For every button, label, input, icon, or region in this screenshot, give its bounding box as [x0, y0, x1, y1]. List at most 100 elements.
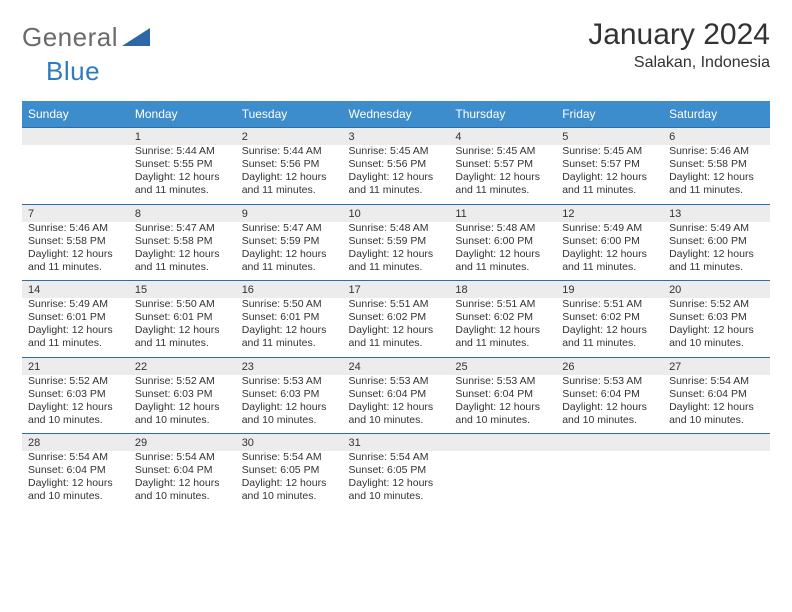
day-detail: Sunrise: 5:52 AMSunset: 6:03 PMDaylight:…	[22, 375, 129, 434]
weekday-header: Sunday	[22, 101, 129, 128]
sunrise-text: Sunrise: 5:44 AM	[242, 145, 337, 158]
sunrise-text: Sunrise: 5:44 AM	[135, 145, 230, 158]
day-detail: Sunrise: 5:52 AMSunset: 6:03 PMDaylight:…	[663, 298, 770, 357]
sunrise-text: Sunrise: 5:50 AM	[135, 298, 230, 311]
daylight-text: Daylight: 12 hours and 11 minutes.	[135, 171, 230, 197]
sunset-text: Sunset: 6:00 PM	[562, 235, 657, 248]
day-number: 29	[129, 434, 236, 452]
calendar-body: 123456Sunrise: 5:44 AMSunset: 5:55 PMDay…	[22, 128, 770, 510]
sunset-text: Sunset: 6:01 PM	[242, 311, 337, 324]
daylight-text: Daylight: 12 hours and 11 minutes.	[349, 324, 444, 350]
daylight-text: Daylight: 12 hours and 11 minutes.	[242, 248, 337, 274]
day-number-row: 78910111213	[22, 204, 770, 222]
day-detail: Sunrise: 5:53 AMSunset: 6:04 PMDaylight:…	[343, 375, 450, 434]
daylight-text: Daylight: 12 hours and 10 minutes.	[349, 401, 444, 427]
day-number: 2	[236, 128, 343, 146]
day-detail: Sunrise: 5:54 AMSunset: 6:05 PMDaylight:…	[343, 451, 450, 510]
logo-text-blue: Blue	[46, 56, 100, 86]
sunset-text: Sunset: 6:02 PM	[562, 311, 657, 324]
sunset-text: Sunset: 5:58 PM	[669, 158, 764, 171]
daylight-text: Daylight: 12 hours and 10 minutes.	[135, 401, 230, 427]
day-number: 22	[129, 357, 236, 375]
daylight-text: Daylight: 12 hours and 11 minutes.	[562, 324, 657, 350]
day-number: 30	[236, 434, 343, 452]
day-detail-row: Sunrise: 5:54 AMSunset: 6:04 PMDaylight:…	[22, 451, 770, 510]
day-number: 21	[22, 357, 129, 375]
day-detail: Sunrise: 5:48 AMSunset: 5:59 PMDaylight:…	[343, 222, 450, 281]
daylight-text: Daylight: 12 hours and 11 minutes.	[242, 324, 337, 350]
daylight-text: Daylight: 12 hours and 11 minutes.	[28, 324, 123, 350]
sunrise-text: Sunrise: 5:46 AM	[669, 145, 764, 158]
sunset-text: Sunset: 5:58 PM	[135, 235, 230, 248]
day-number: 14	[22, 281, 129, 299]
logo-triangle-icon	[122, 24, 150, 51]
day-detail: Sunrise: 5:53 AMSunset: 6:04 PMDaylight:…	[556, 375, 663, 434]
day-detail: Sunrise: 5:54 AMSunset: 6:04 PMDaylight:…	[129, 451, 236, 510]
day-detail	[663, 451, 770, 510]
calendar-page: General January 2024 Salakan, Indonesia …	[0, 0, 792, 528]
logo-text-general: General	[22, 22, 118, 53]
weekday-header: Monday	[129, 101, 236, 128]
day-number: 3	[343, 128, 450, 146]
day-number-row: 28293031	[22, 434, 770, 452]
day-detail: Sunrise: 5:50 AMSunset: 6:01 PMDaylight:…	[129, 298, 236, 357]
sunset-text: Sunset: 6:01 PM	[135, 311, 230, 324]
daylight-text: Daylight: 12 hours and 11 minutes.	[669, 248, 764, 274]
day-number: 28	[22, 434, 129, 452]
sunrise-text: Sunrise: 5:53 AM	[455, 375, 550, 388]
sunset-text: Sunset: 6:02 PM	[349, 311, 444, 324]
sunset-text: Sunset: 5:57 PM	[562, 158, 657, 171]
sunrise-text: Sunrise: 5:54 AM	[28, 451, 123, 464]
day-number: 12	[556, 204, 663, 222]
daylight-text: Daylight: 12 hours and 10 minutes.	[135, 477, 230, 503]
sunrise-text: Sunrise: 5:45 AM	[562, 145, 657, 158]
daylight-text: Daylight: 12 hours and 11 minutes.	[349, 171, 444, 197]
sunrise-text: Sunrise: 5:52 AM	[135, 375, 230, 388]
sunset-text: Sunset: 6:04 PM	[455, 388, 550, 401]
sunrise-text: Sunrise: 5:51 AM	[349, 298, 444, 311]
sunrise-text: Sunrise: 5:46 AM	[28, 222, 123, 235]
daylight-text: Daylight: 12 hours and 11 minutes.	[562, 248, 657, 274]
sunrise-text: Sunrise: 5:54 AM	[669, 375, 764, 388]
day-number: 17	[343, 281, 450, 299]
daylight-text: Daylight: 12 hours and 11 minutes.	[28, 248, 123, 274]
sunrise-text: Sunrise: 5:53 AM	[242, 375, 337, 388]
weekday-header: Wednesday	[343, 101, 450, 128]
day-number: 1	[129, 128, 236, 146]
day-number: 5	[556, 128, 663, 146]
sunrise-text: Sunrise: 5:45 AM	[455, 145, 550, 158]
day-number: 25	[449, 357, 556, 375]
daylight-text: Daylight: 12 hours and 11 minutes.	[455, 171, 550, 197]
day-detail: Sunrise: 5:51 AMSunset: 6:02 PMDaylight:…	[449, 298, 556, 357]
sunrise-text: Sunrise: 5:45 AM	[349, 145, 444, 158]
location-subtitle: Salakan, Indonesia	[588, 54, 770, 72]
sunset-text: Sunset: 6:03 PM	[28, 388, 123, 401]
daylight-text: Daylight: 12 hours and 11 minutes.	[455, 324, 550, 350]
sunset-text: Sunset: 5:57 PM	[455, 158, 550, 171]
daylight-text: Daylight: 12 hours and 11 minutes.	[135, 248, 230, 274]
daylight-text: Daylight: 12 hours and 10 minutes.	[349, 477, 444, 503]
daylight-text: Daylight: 12 hours and 11 minutes.	[562, 171, 657, 197]
sunrise-text: Sunrise: 5:49 AM	[669, 222, 764, 235]
calendar-table: SundayMondayTuesdayWednesdayThursdayFrid…	[22, 101, 770, 510]
day-number: 6	[663, 128, 770, 146]
sunset-text: Sunset: 6:03 PM	[242, 388, 337, 401]
sunrise-text: Sunrise: 5:52 AM	[28, 375, 123, 388]
day-number	[663, 434, 770, 452]
day-number: 8	[129, 204, 236, 222]
day-number	[22, 128, 129, 146]
day-number-row: 21222324252627	[22, 357, 770, 375]
day-detail-row: Sunrise: 5:46 AMSunset: 5:58 PMDaylight:…	[22, 222, 770, 281]
sunset-text: Sunset: 6:02 PM	[455, 311, 550, 324]
day-number: 9	[236, 204, 343, 222]
day-number: 20	[663, 281, 770, 299]
sunrise-text: Sunrise: 5:47 AM	[242, 222, 337, 235]
day-detail: Sunrise: 5:49 AMSunset: 6:00 PMDaylight:…	[556, 222, 663, 281]
day-number	[556, 434, 663, 452]
sunset-text: Sunset: 6:05 PM	[242, 464, 337, 477]
weekday-header: Saturday	[663, 101, 770, 128]
day-number: 31	[343, 434, 450, 452]
weekday-header: Friday	[556, 101, 663, 128]
sunrise-text: Sunrise: 5:49 AM	[562, 222, 657, 235]
day-detail: Sunrise: 5:45 AMSunset: 5:56 PMDaylight:…	[343, 145, 450, 204]
